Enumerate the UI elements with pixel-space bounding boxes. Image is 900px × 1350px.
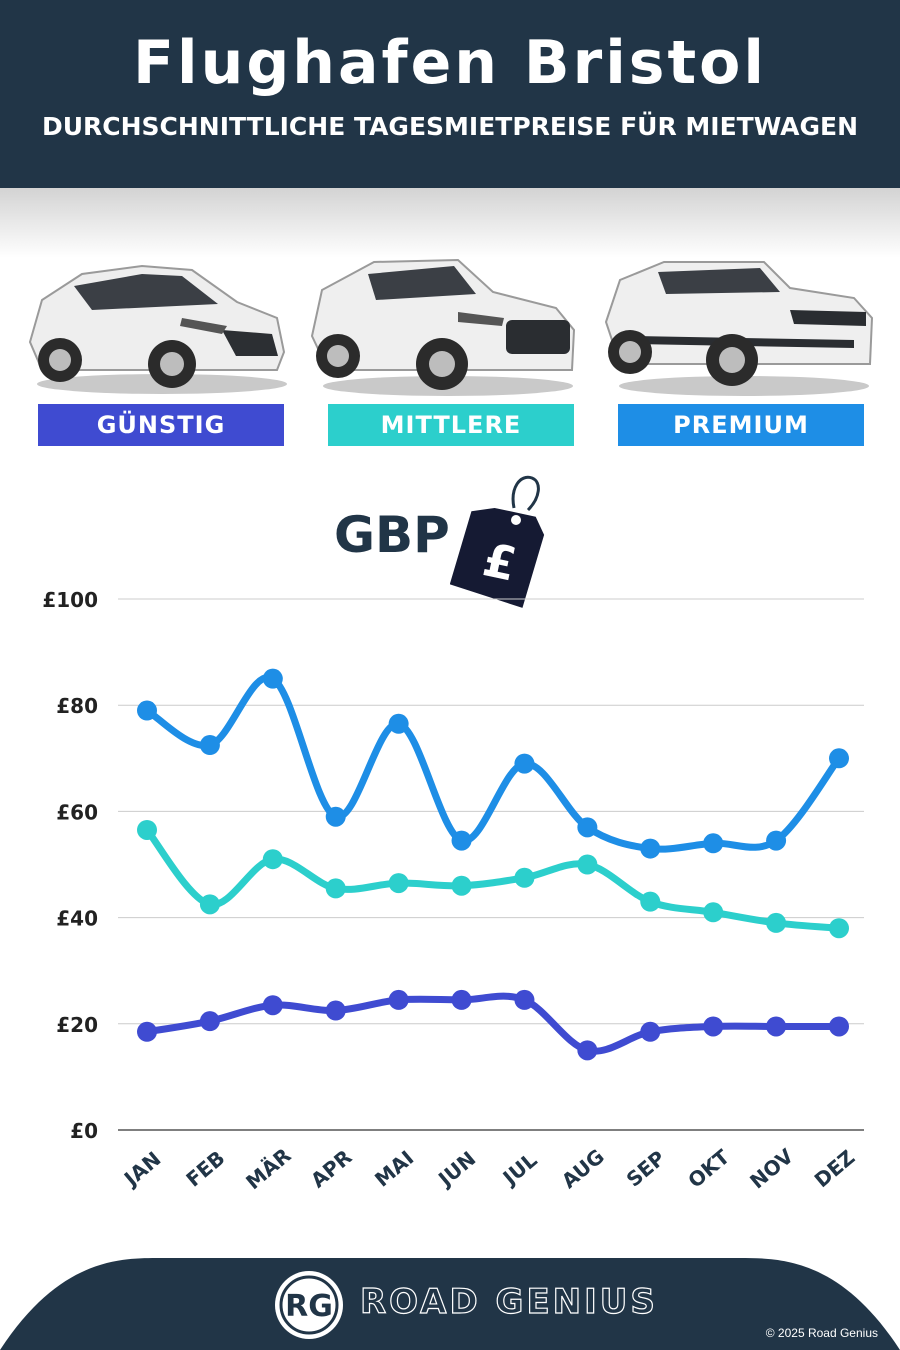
data-point-mittlere (766, 912, 787, 933)
data-point-mittlere (640, 891, 661, 912)
page-subtitle: DURCHSCHNITTLICHE TAGESMIETPREISE FÜR MI… (41, 112, 859, 141)
copyright-text: © 2025 Road Genius (765, 1326, 878, 1340)
data-point-gnstig (829, 1016, 849, 1037)
badge-premium: PREMIUM (618, 404, 864, 446)
y-tick-label: £80 (56, 694, 98, 718)
suv-car-image (310, 258, 576, 396)
data-point-premium (766, 830, 787, 851)
data-point-premium (451, 830, 472, 851)
data-point-mittlere (325, 878, 346, 899)
data-point-premium (577, 817, 598, 838)
page-title: Flughafen Bristol (133, 28, 767, 98)
x-tick-label: DEZ (810, 1145, 860, 1192)
data-point-gnstig (451, 989, 472, 1010)
data-point-mittlere (388, 873, 409, 894)
badge-mittlere: MITTLERE (328, 404, 574, 446)
x-tick-label: OKT (683, 1144, 734, 1192)
chart-series (137, 668, 849, 1061)
data-point-premium (262, 668, 283, 689)
data-point-mittlere (137, 819, 157, 840)
data-point-premium (199, 735, 220, 756)
data-point-gnstig (703, 1016, 724, 1037)
header-banner: Flughafen Bristol DURCHSCHNITTLICHE TAGE… (0, 0, 900, 188)
data-point-gnstig (325, 1000, 346, 1021)
x-tick-label: AUG (557, 1144, 609, 1193)
data-point-premium (514, 753, 535, 774)
data-point-gnstig (137, 1021, 157, 1042)
y-tick-label: £40 (56, 907, 98, 931)
data-point-gnstig (388, 989, 409, 1010)
x-tick-label: JUL (497, 1148, 542, 1191)
y-tick-label: £60 (56, 800, 98, 824)
x-tick-label: JUN (432, 1146, 480, 1192)
line-chart: £0 £20 £40 £60 £80 £100 JAN FEB MÄR APR MAI JUN JUL… (42, 588, 864, 1194)
y-tick-label: £100 (42, 588, 98, 612)
pound-price-tag-icon: £ (450, 475, 545, 608)
data-point-gnstig (262, 995, 283, 1016)
data-point-gnstig (199, 1011, 220, 1032)
road-genius-logo: RG (275, 1271, 343, 1339)
data-point-premium (703, 833, 724, 854)
data-point-mittlere (577, 854, 598, 875)
y-tick-label: £0 (70, 1119, 98, 1143)
data-point-mittlere (514, 867, 535, 888)
logo-text: RG (285, 1289, 333, 1324)
x-tick-label: MAI (370, 1146, 418, 1192)
x-axis-labels: JAN FEB MÄR APR MAI JUN JUL AUG SEP OKT NOV DEZ (118, 1143, 859, 1194)
hatchback-car-image (28, 264, 287, 394)
premium-suv-car-image (604, 261, 874, 396)
data-point-gnstig (577, 1040, 598, 1061)
data-point-mittlere (262, 849, 283, 870)
data-point-gnstig (766, 1016, 787, 1037)
y-axis-labels: £0 £20 £40 £60 £80 £100 (42, 588, 98, 1143)
data-point-premium (640, 838, 661, 859)
x-tick-label: NOV (745, 1143, 798, 1193)
data-point-premium (388, 713, 409, 734)
data-point-gnstig (514, 989, 535, 1010)
footer-banner (0, 1258, 900, 1350)
y-tick-label: £20 (56, 1013, 98, 1037)
series-line-premium (143, 673, 843, 853)
currency-label: GBP (334, 506, 450, 564)
data-point-mittlere (703, 902, 724, 923)
brand-name: ROAD GENIUS (359, 1281, 658, 1322)
data-point-premium (829, 748, 849, 769)
x-tick-label: MÄR (241, 1143, 295, 1194)
chart-grid (118, 598, 864, 1131)
data-point-premium (137, 700, 157, 721)
data-point-mittlere (199, 894, 220, 915)
data-point-mittlere (451, 875, 472, 896)
data-point-gnstig (640, 1021, 661, 1042)
badge-guenstig: GÜNSTIG (38, 404, 284, 446)
x-tick-label: SEP (622, 1146, 670, 1192)
data-point-premium (325, 806, 346, 827)
header-shadow (0, 188, 900, 258)
x-tick-label: APR (306, 1145, 356, 1193)
x-tick-label: JAN (118, 1147, 165, 1192)
x-tick-label: FEB (181, 1146, 229, 1192)
data-point-mittlere (829, 918, 849, 939)
